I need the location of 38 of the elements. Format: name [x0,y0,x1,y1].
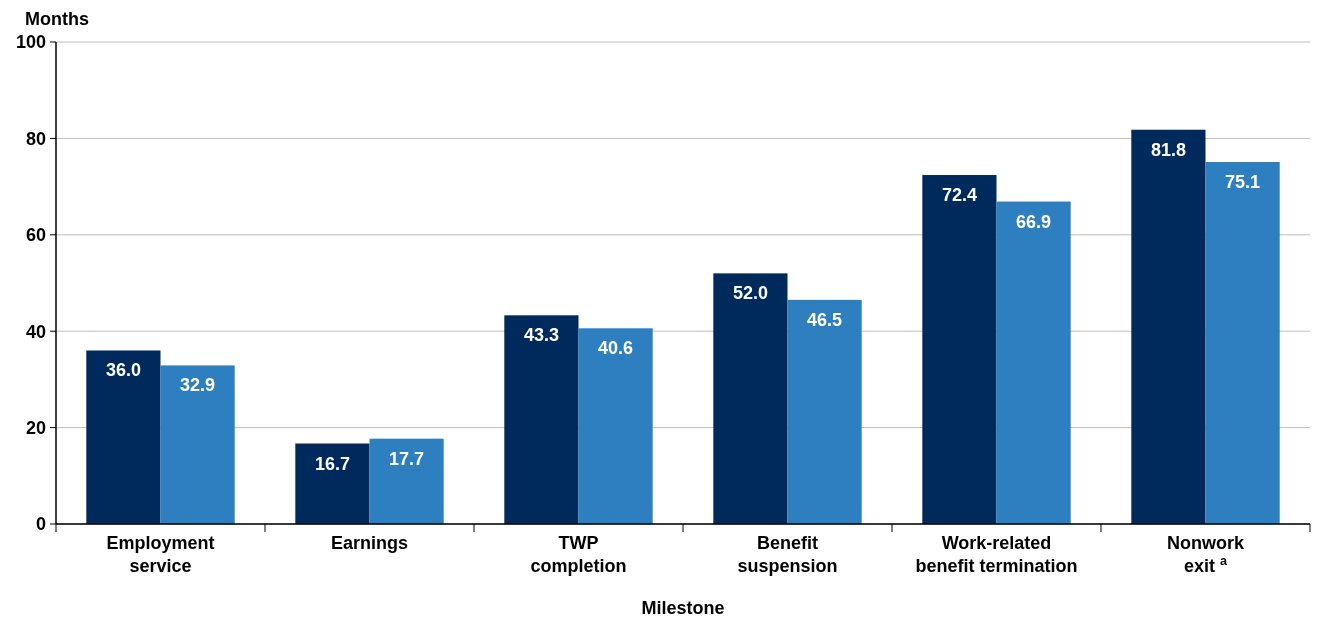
x-axis-title: Milestone [641,598,725,618]
data-label: 36.0 [105,360,141,381]
bar [996,201,1071,524]
bar [504,315,579,524]
bar [1205,162,1280,524]
data-label: 46.5 [807,309,843,330]
x-tick-label: TWP completion [530,533,627,576]
x-tick-label: Employment service [106,533,215,576]
bar [369,438,444,524]
x-tick-label: Nonwork exit $^{a}$ [1166,533,1245,576]
y-tick-label: 0 [35,514,46,535]
bar [922,175,997,524]
y-tick-label: 20 [25,417,46,438]
data-label: 40.6 [598,338,634,359]
data-label: 66.9 [1016,211,1052,232]
data-label: 16.7 [314,453,350,474]
data-label: 81.8 [1150,139,1186,160]
bar [787,299,862,524]
x-tick-label: Work-related benefit termination [915,533,1078,576]
bar [160,365,235,524]
data-label: 32.9 [180,375,216,396]
data-label: 52.0 [732,283,768,304]
data-label: 75.1 [1225,172,1261,193]
bar [578,328,653,524]
data-label: 17.7 [389,448,425,469]
x-tick-label: Benefit suspension [737,533,838,576]
bar [295,443,370,524]
bar [1131,129,1206,524]
x-tick-label: Earnings [330,533,409,553]
y-tick-label: 100 [15,32,46,53]
data-label: 43.3 [523,325,559,346]
y-tick-label: 80 [25,128,46,149]
bar [713,273,788,524]
y-axis-title: Months [25,9,89,29]
y-tick-label: 60 [25,225,46,246]
bar [86,350,161,524]
y-tick-label: 40 [25,321,46,342]
data-label: 72.4 [941,185,977,206]
